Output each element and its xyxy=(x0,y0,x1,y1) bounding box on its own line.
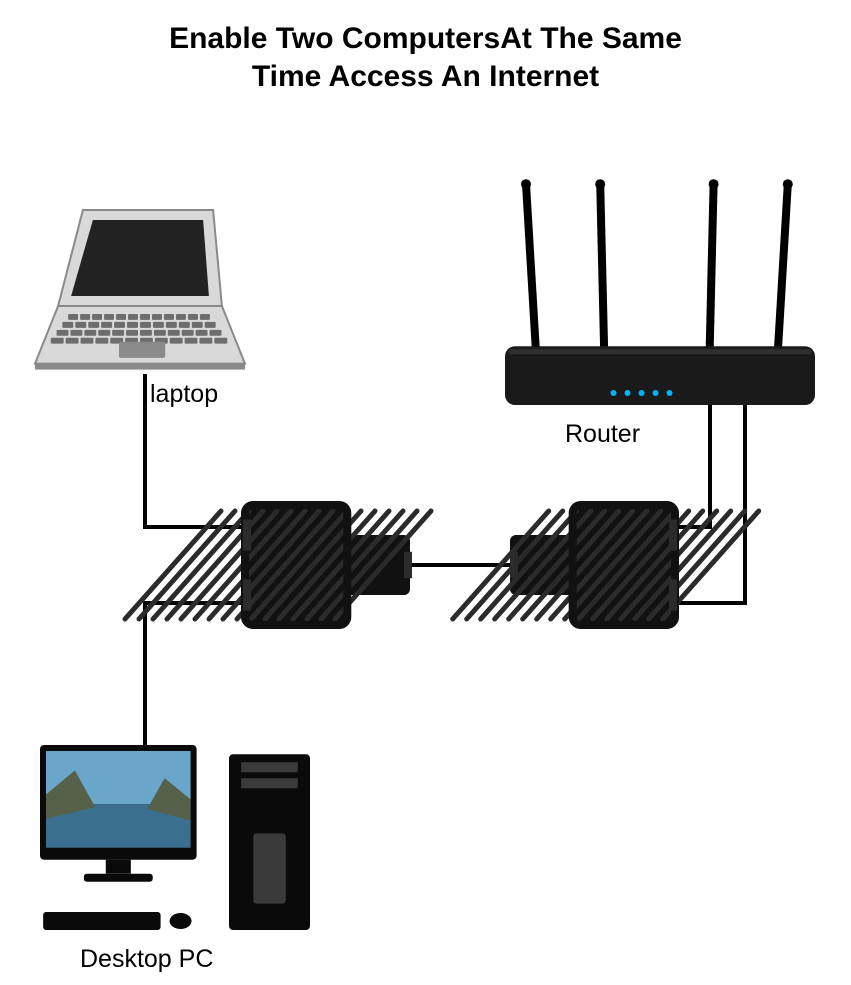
laptop-icon xyxy=(35,210,245,370)
splitter-left-icon xyxy=(125,505,431,625)
diagram-canvas xyxy=(0,0,851,985)
desktop-icon xyxy=(40,745,310,930)
connector xyxy=(145,603,245,745)
connector xyxy=(145,374,245,527)
connector xyxy=(675,400,710,527)
splitter-right-icon xyxy=(453,505,759,625)
router-icon xyxy=(505,179,815,405)
